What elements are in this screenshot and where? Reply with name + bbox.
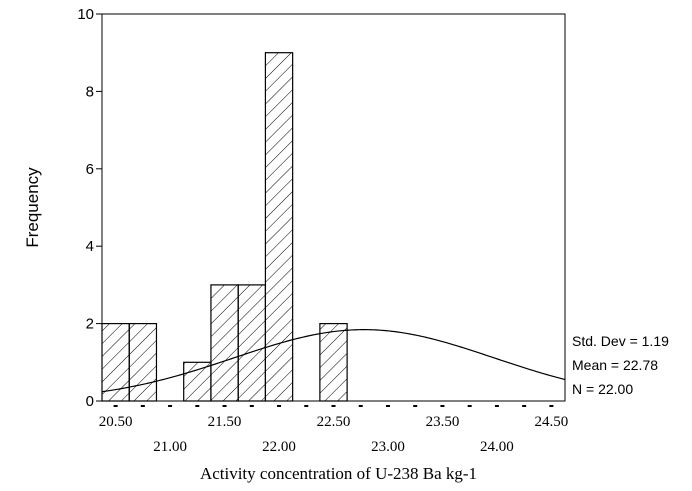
y-tick-label: 6 (86, 161, 94, 178)
histogram-bars (101, 52, 348, 402)
x-tick-label: 22.50 (317, 414, 351, 430)
y-tick-label: 4 (86, 238, 94, 255)
x-tick-label: 24.50 (535, 414, 569, 430)
x-tick-label: 21.50 (208, 414, 242, 430)
plot-frame (101, 13, 566, 402)
y-axis: 0 2 4 6 8 10 (77, 6, 102, 410)
y-tick-label: 0 (86, 393, 94, 410)
x-tick-label: 20.50 (99, 414, 133, 430)
std-dev-label: Std. Dev = 1.19 (572, 333, 669, 349)
x-tick-label: 24.00 (480, 439, 514, 455)
x-tick-label: 22.00 (262, 439, 296, 455)
y-tick-label: 8 (86, 83, 94, 100)
histogram-bar-2 (128, 323, 158, 402)
x-tick-label: 21.00 (153, 439, 187, 455)
normal-curve (101, 329, 566, 393)
x-axis-title: Activity concentration of U-238 Ba kg-1 (200, 464, 477, 483)
x-axis: 20.50 21.50 22.50 23.50 24.50 21.00 22.00 23.00… (99, 405, 569, 455)
x-tick-label: 23.00 (371, 439, 405, 455)
x-tick-label: 23.50 (426, 414, 460, 430)
histogram-bar-3 (183, 361, 212, 402)
mean-label: Mean = 22.78 (572, 357, 658, 373)
y-tick-label: 10 (77, 6, 94, 23)
histogram-bar-5 (237, 284, 267, 402)
histogram-bar-4 (210, 284, 239, 402)
n-label: N = 22.00 (572, 381, 633, 397)
y-axis-title: Frequency (23, 167, 42, 248)
histogram-bar-6 (264, 52, 294, 402)
y-tick-label: 2 (86, 316, 94, 333)
normal-curve-layer (101, 329, 566, 393)
histogram-bar-7 (319, 323, 348, 402)
